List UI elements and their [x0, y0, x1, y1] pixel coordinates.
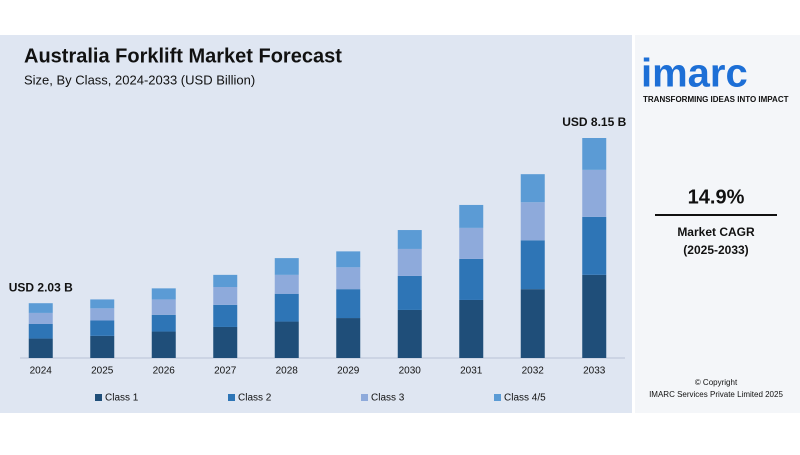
x-tick-label: 2027 — [214, 366, 237, 377]
copyright: © Copyright — [695, 378, 738, 387]
legend-label: Class 3 — [371, 393, 405, 404]
bar-segment — [90, 299, 115, 309]
bar-segment — [520, 202, 545, 241]
bar-segment — [336, 267, 361, 290]
bar-segment — [151, 288, 176, 300]
legend-label: Class 2 — [238, 393, 272, 404]
bar-segment — [90, 320, 115, 336]
bar-segment — [459, 204, 484, 228]
bar-segment — [274, 321, 299, 358]
bar-segment — [336, 289, 361, 319]
bar-segment — [28, 303, 53, 313]
bar-segment — [397, 275, 422, 310]
bar-segment — [90, 335, 115, 358]
company: IMARC Services Private Limited 2025 — [649, 390, 783, 399]
x-tick-label: 2024 — [30, 366, 53, 377]
x-tick-label: 2029 — [337, 366, 360, 377]
bar-segment — [28, 338, 53, 358]
legend-label: Class 1 — [105, 393, 139, 404]
legend-swatch — [361, 394, 368, 401]
bar-segment — [397, 309, 422, 358]
bar-segment — [28, 312, 53, 324]
bar-segment — [90, 308, 115, 321]
side-panel — [635, 35, 800, 413]
bar-segment — [459, 299, 484, 358]
bar-segment — [520, 289, 545, 358]
logo: imarc — [641, 52, 748, 96]
bar-segment — [520, 240, 545, 290]
bar-segment — [151, 331, 176, 358]
x-tick-label: 2028 — [276, 366, 299, 377]
bar-segment — [582, 169, 607, 217]
bar-segment — [397, 248, 422, 276]
cagr-period: (2025-2033) — [683, 243, 748, 257]
x-tick-label: 2031 — [460, 366, 483, 377]
bar-segment — [336, 318, 361, 358]
x-tick-label: 2030 — [399, 366, 422, 377]
cagr-value: 14.9% — [688, 186, 745, 208]
bar-segment — [213, 287, 238, 305]
total-label: USD 2.03 B — [9, 280, 73, 294]
x-tick-label: 2025 — [91, 366, 114, 377]
cagr-label: Market CAGR — [677, 225, 755, 239]
bar-segment — [582, 274, 607, 358]
bar-segment — [582, 138, 607, 170]
bar-segment — [274, 293, 299, 322]
bar-segment — [520, 174, 545, 203]
legend-label: Class 4/5 — [504, 393, 546, 404]
bar-segment — [336, 251, 361, 268]
legend-swatch — [95, 394, 102, 401]
bar-segment — [459, 258, 484, 300]
bar-segment — [274, 274, 299, 294]
chart-title: Australia Forklift Market Forecast — [24, 45, 342, 67]
legend-swatch — [494, 394, 501, 401]
bar-segment — [459, 227, 484, 259]
bar-segment — [213, 326, 238, 358]
total-label: USD 8.15 B — [562, 115, 626, 129]
bar-segment — [151, 299, 176, 315]
x-tick-label: 2026 — [153, 366, 176, 377]
legend-swatch — [228, 394, 235, 401]
bar-segment — [582, 216, 607, 275]
x-tick-label: 2033 — [583, 366, 606, 377]
x-tick-label: 2032 — [522, 366, 545, 377]
bar-segment — [274, 258, 299, 275]
chart-subtitle: Size, By Class, 2024-2033 (USD Billion) — [24, 72, 255, 87]
bar-segment — [151, 314, 176, 332]
bar-segment — [213, 274, 238, 288]
bar-segment — [213, 304, 238, 327]
bar-segment — [397, 230, 422, 249]
tagline: TRANSFORMING IDEAS INTO IMPACT — [643, 95, 789, 104]
bar-segment — [28, 323, 53, 339]
